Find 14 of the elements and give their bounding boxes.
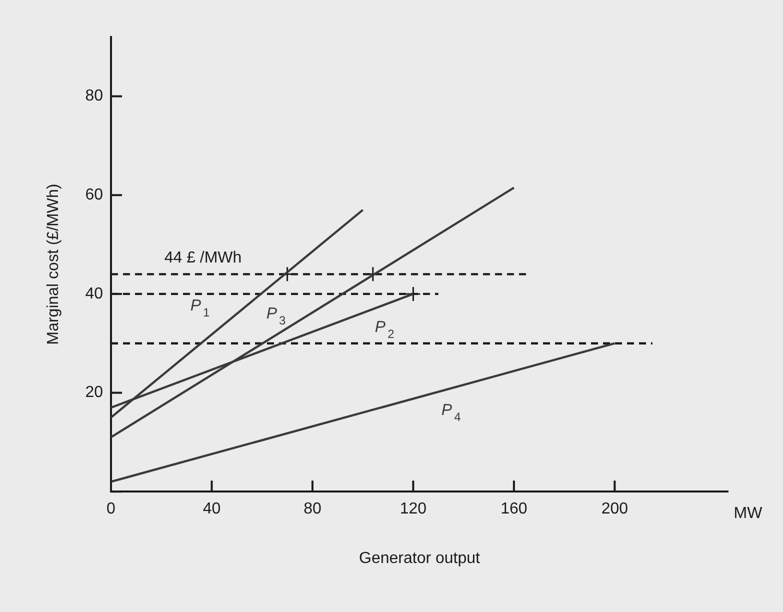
y-tick-label: 80 (85, 88, 104, 105)
x-tick-label: 40 (202, 500, 221, 518)
x-tick-label: 120 (400, 500, 427, 518)
text: MW (734, 505, 764, 522)
x-tick-label: 0 (106, 500, 116, 518)
y-tick-label: 20 (85, 384, 104, 402)
x-tick-label: 80 (304, 500, 322, 518)
y-tick-label: 60 (85, 186, 104, 204)
y-tick-label: 40 (85, 285, 104, 302)
y-axis-title: Marginal cost (£/MWh) (45, 184, 62, 345)
x-tick-label: 200 (601, 500, 628, 518)
annotation: 44 £ /MWh (164, 250, 242, 267)
x-tick-label: 160 (500, 500, 528, 518)
x-axis-title: Generator output (359, 550, 481, 567)
